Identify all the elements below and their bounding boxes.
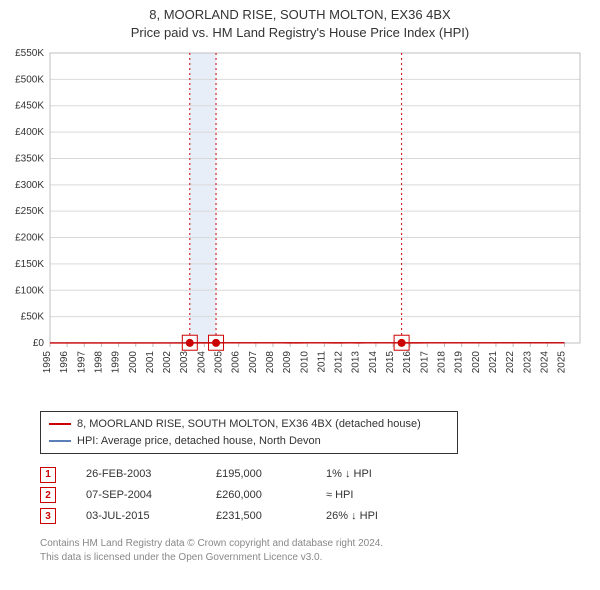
svg-text:£250K: £250K bbox=[15, 206, 44, 217]
svg-text:2005: 2005 bbox=[214, 351, 225, 374]
svg-text:2001: 2001 bbox=[145, 351, 156, 374]
svg-text:2009: 2009 bbox=[282, 351, 293, 374]
svg-text:£200K: £200K bbox=[15, 233, 44, 244]
sale-delta: 26% ↓ HPI bbox=[326, 506, 426, 527]
sale-marker-icon: 3 bbox=[40, 508, 56, 524]
svg-text:2006: 2006 bbox=[231, 351, 242, 374]
svg-text:2013: 2013 bbox=[351, 351, 362, 374]
sale-price: £231,500 bbox=[216, 506, 296, 527]
svg-text:£500K: £500K bbox=[15, 74, 44, 85]
svg-text:1997: 1997 bbox=[76, 351, 87, 374]
svg-text:1998: 1998 bbox=[93, 351, 104, 374]
footer: Contains HM Land Registry data © Crown c… bbox=[40, 537, 600, 575]
svg-text:2012: 2012 bbox=[334, 351, 345, 374]
sales-table: 1 26-FEB-2003 £195,000 1% ↓ HPI 2 07-SEP… bbox=[40, 464, 600, 527]
sale-date: 03-JUL-2015 bbox=[86, 506, 186, 527]
svg-text:2022: 2022 bbox=[505, 351, 516, 374]
sale-date: 26-FEB-2003 bbox=[86, 464, 186, 485]
title-block: 8, MOORLAND RISE, SOUTH MOLTON, EX36 4BX… bbox=[0, 0, 600, 43]
svg-text:£300K: £300K bbox=[15, 180, 44, 191]
sale-price: £195,000 bbox=[216, 464, 296, 485]
title-subtitle: Price paid vs. HM Land Registry's House … bbox=[0, 24, 600, 42]
svg-text:£400K: £400K bbox=[15, 127, 44, 138]
sale-price: £260,000 bbox=[216, 485, 296, 506]
svg-text:2023: 2023 bbox=[522, 351, 533, 374]
legend-swatch bbox=[49, 440, 71, 442]
svg-text:2025: 2025 bbox=[557, 351, 568, 374]
svg-text:2015: 2015 bbox=[385, 351, 396, 374]
footer-line: Contains HM Land Registry data © Crown c… bbox=[40, 537, 600, 551]
svg-text:2016: 2016 bbox=[402, 351, 413, 374]
sale-delta: ≈ HPI bbox=[326, 485, 426, 506]
footer-line: This data is licensed under the Open Gov… bbox=[40, 551, 600, 565]
legend: 8, MOORLAND RISE, SOUTH MOLTON, EX36 4BX… bbox=[40, 411, 458, 454]
sale-delta: 1% ↓ HPI bbox=[326, 464, 426, 485]
legend-row: HPI: Average price, detached house, Nort… bbox=[49, 433, 449, 450]
sales-row: 3 03-JUL-2015 £231,500 26% ↓ HPI bbox=[40, 506, 600, 527]
svg-text:2000: 2000 bbox=[128, 351, 139, 374]
svg-text:2010: 2010 bbox=[299, 351, 310, 374]
svg-text:2018: 2018 bbox=[436, 351, 447, 374]
svg-text:£50K: £50K bbox=[21, 312, 45, 323]
sale-date: 07-SEP-2004 bbox=[86, 485, 186, 506]
page: 8, MOORLAND RISE, SOUTH MOLTON, EX36 4BX… bbox=[0, 0, 600, 575]
svg-text:2024: 2024 bbox=[539, 351, 550, 374]
legend-swatch bbox=[49, 423, 71, 425]
svg-text:2004: 2004 bbox=[196, 351, 207, 374]
svg-text:2007: 2007 bbox=[248, 351, 259, 374]
svg-text:£550K: £550K bbox=[15, 48, 44, 59]
sale-marker-icon: 1 bbox=[40, 467, 56, 483]
sales-row: 2 07-SEP-2004 £260,000 ≈ HPI bbox=[40, 485, 600, 506]
svg-text:1999: 1999 bbox=[111, 351, 122, 374]
legend-row: 8, MOORLAND RISE, SOUTH MOLTON, EX36 4BX… bbox=[49, 416, 449, 433]
svg-text:£0: £0 bbox=[33, 338, 45, 349]
svg-text:1996: 1996 bbox=[59, 351, 70, 374]
legend-label: 8, MOORLAND RISE, SOUTH MOLTON, EX36 4BX… bbox=[77, 416, 421, 433]
svg-text:£150K: £150K bbox=[15, 259, 44, 270]
chart-svg: £0 £50K £100K £150K £200K £250K £300K £350K £400… bbox=[0, 43, 600, 403]
svg-text:2008: 2008 bbox=[265, 351, 276, 374]
sale-marker-icon: 2 bbox=[40, 487, 56, 503]
chart: £0 £50K £100K £150K £200K £250K £300K £350K £400… bbox=[0, 43, 600, 403]
svg-text:2014: 2014 bbox=[368, 351, 379, 374]
svg-text:2019: 2019 bbox=[454, 351, 465, 374]
sales-row: 1 26-FEB-2003 £195,000 1% ↓ HPI bbox=[40, 464, 600, 485]
svg-text:£450K: £450K bbox=[15, 101, 44, 112]
svg-text:2021: 2021 bbox=[488, 351, 499, 374]
title-address: 8, MOORLAND RISE, SOUTH MOLTON, EX36 4BX bbox=[0, 6, 600, 24]
svg-text:2002: 2002 bbox=[162, 351, 173, 374]
legend-label: HPI: Average price, detached house, Nort… bbox=[77, 433, 321, 450]
svg-text:£350K: £350K bbox=[15, 154, 44, 165]
svg-text:1995: 1995 bbox=[42, 351, 53, 374]
svg-text:£100K: £100K bbox=[15, 285, 44, 296]
svg-text:2020: 2020 bbox=[471, 351, 482, 374]
svg-text:2011: 2011 bbox=[316, 351, 327, 373]
svg-text:2003: 2003 bbox=[179, 351, 190, 374]
svg-text:2017: 2017 bbox=[419, 351, 430, 374]
